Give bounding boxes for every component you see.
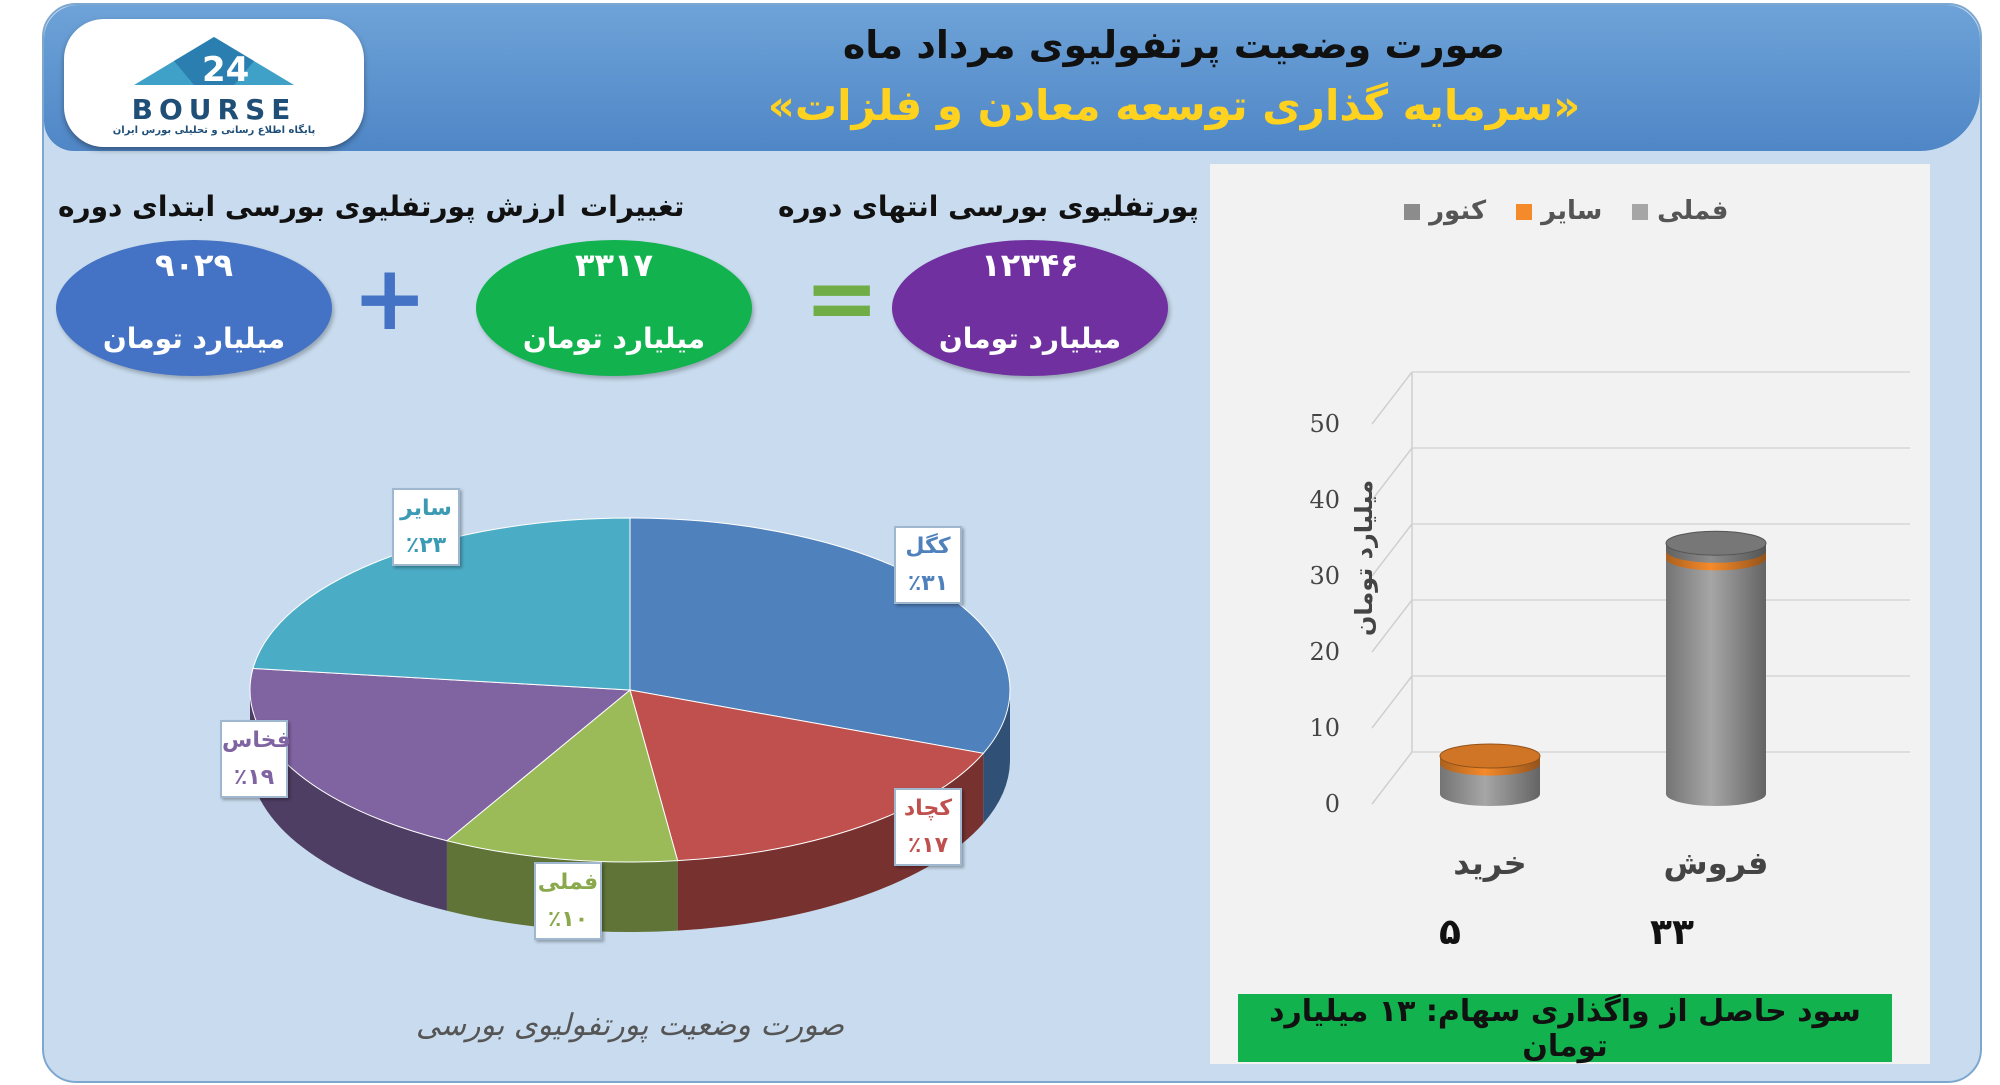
y-tick-30: 30: [1309, 562, 1340, 590]
grid-diag-5: [1371, 371, 1413, 425]
pie-label-fekhas: فخاس ٪۱۹: [220, 720, 291, 798]
pie-label-kechad-value: ٪۱۷: [907, 833, 949, 858]
pie-label-kegel: کگل ٪۳۱: [894, 526, 962, 604]
page-title: صورت وضعیت پرتفولیوی مرداد ماه: [842, 23, 1506, 67]
start-value-label: ارزش پورتفلیوی بورسی ابتدای دوره: [58, 190, 566, 223]
pie-label-fekhas-value: ٪۱۹: [233, 765, 275, 790]
end-unit: میلیارد تومان: [938, 322, 1122, 355]
logo-tagline: پایگاه اطلاع رسانی و تحلیلی بورس ایران: [112, 125, 316, 136]
legend-femeli-label: فملی: [1657, 196, 1729, 226]
pie-label-sayer-value: ٪۲۳: [405, 533, 447, 558]
grid-diag-3: [1371, 523, 1413, 577]
category-kharid: خرید: [1453, 844, 1527, 882]
category-forush: فروش: [1663, 844, 1769, 882]
change-value: ۳۳۱۷: [574, 246, 654, 284]
pie-slice-2: [445, 689, 679, 863]
grid-diag-0: [1371, 751, 1413, 805]
pie-label-kegel-name: کگل: [905, 534, 951, 559]
y-axis-label: میلیارد تومان: [1350, 479, 1378, 637]
trade-bar-chart: [1371, 371, 1910, 806]
y-tick-50: 50: [1309, 410, 1340, 438]
legend-sayer: سایر: [1510, 196, 1602, 226]
legend-konur-swatch: [1404, 203, 1420, 220]
pie-label-femeli: فملی ٪۱۰: [534, 862, 602, 940]
pie-label-fekhas-name: فخاس: [222, 728, 291, 753]
y-tick-10: 10: [1309, 714, 1340, 742]
pie-label-kegel-value: ٪۳۱: [907, 571, 949, 596]
company-title: «سرمایه گذاری توسعه معادن و فلزات»: [767, 81, 1581, 130]
change-unit: میلیارد تومان: [522, 322, 706, 355]
pie-label-sayer: سایر ٪۲۳: [392, 488, 460, 566]
pie-side-1-0: [677, 753, 984, 931]
bar-cap-0: [1439, 743, 1541, 769]
pie-label-sayer-name: سایر: [400, 496, 452, 521]
start-unit: میلیارد تومان: [102, 322, 286, 355]
pie-chart-caption: صورت وضعیت پورتفولیوی بورسی: [415, 1008, 845, 1043]
change-label: تغییرات: [580, 190, 685, 223]
bar-1-series-0: [1666, 558, 1766, 806]
pie-slice-1: [629, 689, 985, 862]
bar-0-series-0: [1440, 763, 1540, 806]
legend-sayer-swatch: [1516, 203, 1532, 220]
y-tick-20: 20: [1309, 638, 1340, 666]
pie-label-kechad-name: کچاد: [903, 796, 953, 821]
svg-text:24: 24: [202, 50, 249, 90]
bourse-logo: 24 BOURSE پایگاه اطلاع رسانی و تحلیلی بو…: [64, 19, 364, 147]
profit-banner: سود حاصل از واگذاری سهام: ۱۳ میلیارد توم…: [1238, 994, 1892, 1064]
start-value-oval: ۹۰۲۹ میلیارد تومان: [56, 240, 332, 376]
end-value-label: ارزش پورتفلیوی بورسی انتهای دوره: [778, 190, 1290, 223]
logo-mountain-icon: 24: [134, 37, 294, 90]
pie-label-femeli-name: فملی: [537, 870, 599, 895]
total-forush: ۳۳: [1650, 912, 1694, 953]
total-kharid: ۵: [1439, 912, 1461, 953]
logo-wordmark: BOURSE: [131, 93, 297, 126]
end-value: ۱۲۳۴۶: [981, 246, 1079, 284]
pie-slice-3: [249, 667, 632, 842]
legend-femeli: فملی: [1626, 196, 1728, 226]
legend-sayer-label: سایر: [1541, 196, 1603, 226]
y-tick-0: 0: [1324, 790, 1340, 818]
end-value-oval: ۱۲۳۴۶ میلیارد تومان: [892, 240, 1168, 376]
change-value-oval: ۳۳۱۷ میلیارد تومان: [476, 240, 752, 376]
plus-sign: +: [352, 246, 428, 351]
equals-sign: =: [804, 246, 880, 351]
grid-diag-1: [1371, 675, 1413, 729]
grid-diag-4: [1371, 447, 1413, 501]
trade-chart-panel: کنور سایر فملی میلیارد تومان خرید فروش ۵…: [1210, 164, 1930, 1064]
pie-label-femeli-value: ٪۱۰: [547, 907, 589, 932]
pie-side-3-0: [250, 690, 447, 911]
bar-cap-1: [1665, 530, 1767, 556]
legend-konur-label: کنور: [1429, 196, 1487, 226]
header-banner: [44, 5, 1980, 151]
grid-diag-2: [1371, 599, 1413, 653]
pie-slice-4: [252, 517, 631, 691]
start-value: ۹۰۲۹: [154, 246, 234, 284]
legend-femeli-swatch: [1632, 203, 1648, 220]
y-tick-40: 40: [1309, 486, 1340, 514]
pie-label-kechad: کچاد ٪۱۷: [894, 788, 962, 866]
legend-konur: کنور: [1398, 196, 1486, 226]
